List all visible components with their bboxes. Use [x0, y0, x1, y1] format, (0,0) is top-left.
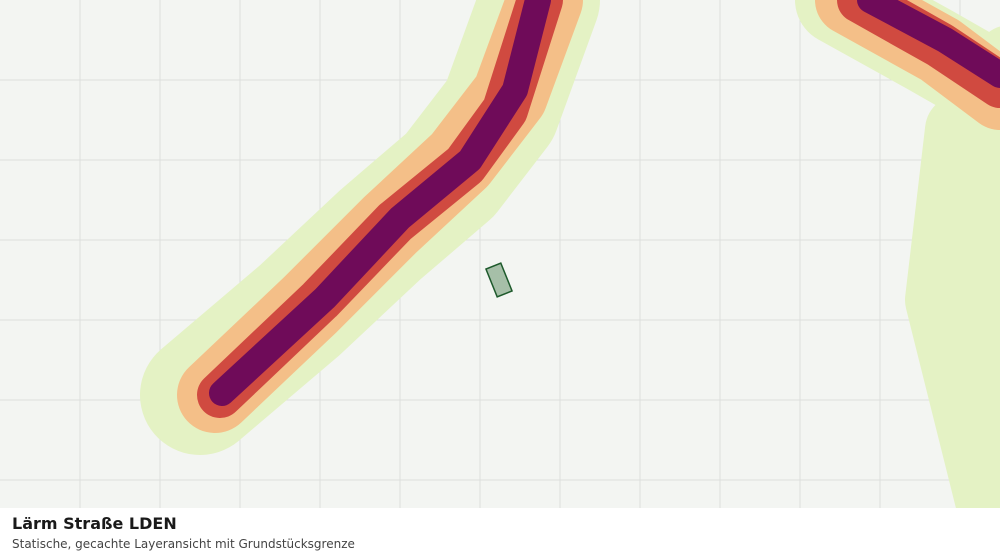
caption: Lärm Straße LDEN Statische, gecachte Lay…	[0, 508, 1000, 560]
parcel-boundary	[484, 262, 514, 298]
layer-subtitle: Statische, gecachte Layeransicht mit Gru…	[12, 537, 355, 551]
layer-title: Lärm Straße LDEN	[12, 514, 177, 533]
noise-band-road-2	[795, 0, 1000, 508]
map	[0, 0, 1000, 508]
noise-band-road-1	[140, 0, 600, 455]
